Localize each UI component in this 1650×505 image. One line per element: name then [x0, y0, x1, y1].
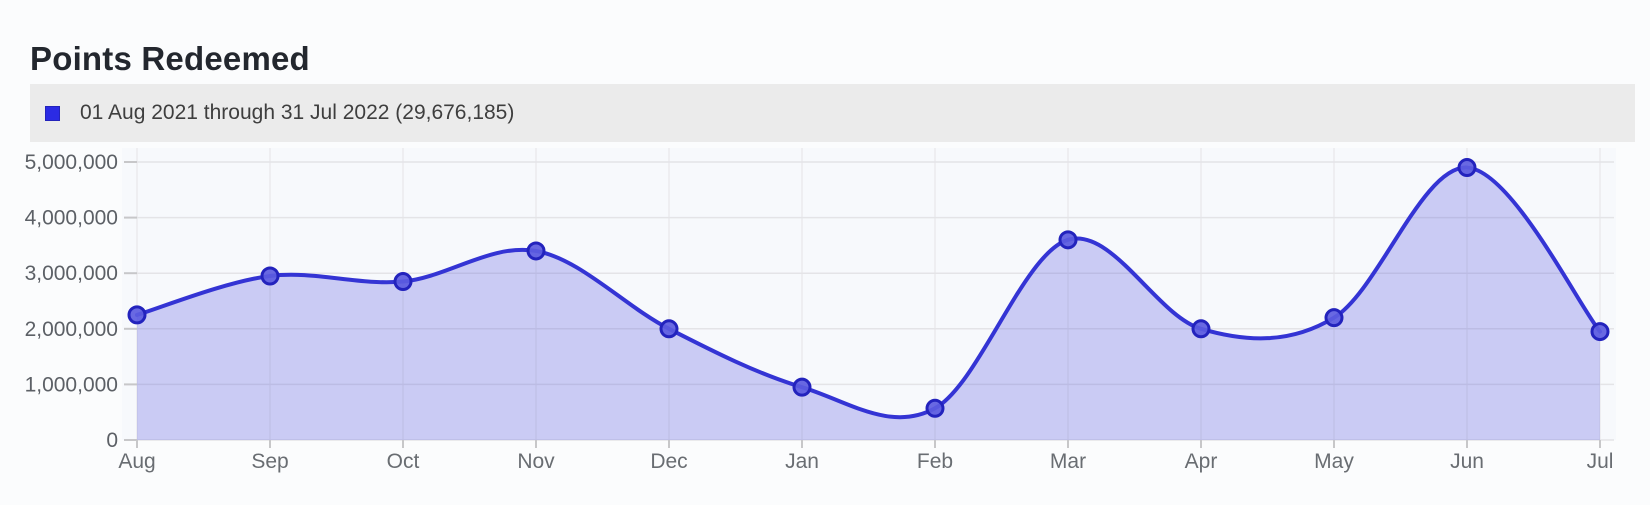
- x-axis-label: Dec: [650, 450, 687, 473]
- x-axis-label: May: [1314, 450, 1354, 473]
- data-point-jun[interactable]: [1457, 158, 1477, 178]
- data-point-aug[interactable]: [127, 305, 147, 325]
- data-point-jul[interactable]: [1590, 322, 1610, 342]
- data-point-feb[interactable]: [925, 398, 945, 418]
- x-axis-label: Sep: [251, 450, 288, 473]
- legend-swatch-icon: [45, 105, 60, 121]
- data-point-dec[interactable]: [659, 319, 679, 339]
- data-point-jan[interactable]: [792, 377, 812, 397]
- chart-area: 0 1,000,000 2,000,000 3,000,000 4,000,000 5,0…: [0, 142, 1650, 500]
- data-point-nov[interactable]: [526, 241, 546, 261]
- y-axis-label: 2,000,000: [25, 318, 118, 341]
- x-axis-label: Jun: [1450, 450, 1484, 473]
- x-axis-label: Jul: [1587, 450, 1614, 473]
- data-point-apr[interactable]: [1191, 319, 1211, 339]
- plot-background: [122, 148, 1616, 440]
- legend-item[interactable]: 01 Aug 2021 through 31 Jul 2022 (29,676,…: [30, 84, 1635, 142]
- x-axis-label: Jan: [785, 450, 819, 473]
- data-point-oct[interactable]: [393, 272, 413, 292]
- data-point-may[interactable]: [1324, 308, 1344, 328]
- y-axis-label: 0: [106, 429, 118, 452]
- page-title: Points Redeemed: [30, 40, 310, 78]
- x-axis-label: Feb: [917, 450, 953, 473]
- legend-label: 01 Aug 2021 through 31 Jul 2022 (29,676,…: [80, 101, 515, 124]
- y-axis-label: 4,000,000: [25, 207, 118, 230]
- chart-svg: 0 1,000,000 2,000,000 3,000,000 4,000,000 5,0…: [25, 148, 1616, 473]
- data-point-sep[interactable]: [260, 266, 280, 286]
- y-axis-label: 5,000,000: [25, 151, 118, 174]
- y-axis-label: 3,000,000: [25, 262, 118, 285]
- x-axis-label: Mar: [1050, 450, 1086, 473]
- x-axis-label: Oct: [387, 450, 420, 473]
- x-axis-label: Aug: [118, 450, 155, 473]
- x-axis-label: Nov: [517, 450, 555, 473]
- data-point-mar[interactable]: [1058, 230, 1078, 250]
- x-axis-label: Apr: [1185, 450, 1218, 473]
- y-axis-label: 1,000,000: [25, 373, 118, 396]
- series-area: [137, 167, 1600, 440]
